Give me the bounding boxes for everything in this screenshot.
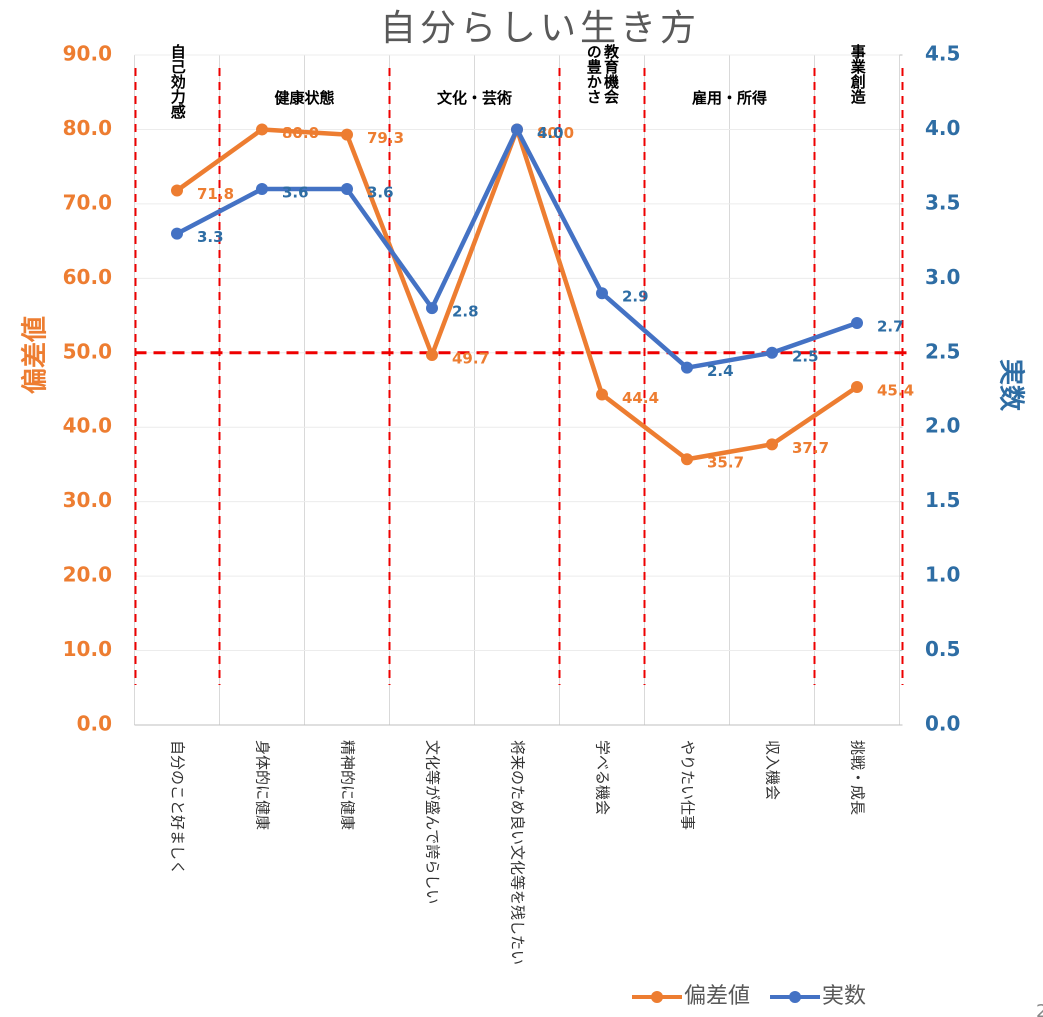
y2-axis-title: 実数 bbox=[996, 359, 1027, 412]
chart-title: 自分らしい生き方 bbox=[380, 8, 700, 49]
data-label: 3.6 bbox=[367, 184, 394, 202]
data-point bbox=[426, 302, 438, 315]
y-tick-label: 0.0 bbox=[77, 712, 112, 736]
data-label: 45.4 bbox=[877, 382, 914, 400]
y-tick-label: 20.0 bbox=[63, 563, 112, 587]
group-label: 事業創造 bbox=[848, 44, 867, 104]
data-point bbox=[766, 346, 778, 359]
data-label: 79.3 bbox=[367, 129, 404, 147]
data-point bbox=[766, 438, 778, 451]
data-point bbox=[681, 361, 693, 374]
data-point bbox=[596, 388, 608, 401]
data-point bbox=[256, 123, 268, 136]
data-label: 2.8 bbox=[452, 303, 479, 321]
data-point bbox=[171, 184, 183, 197]
data-point bbox=[171, 227, 183, 240]
legend-label: 実数 bbox=[822, 984, 866, 1009]
data-label: 80.0 bbox=[282, 124, 319, 142]
y-tick-label: 30.0 bbox=[63, 488, 112, 512]
data-label: 3.6 bbox=[282, 184, 309, 202]
data-label: 3.3 bbox=[197, 228, 224, 246]
group-label: 教育機会の豊かさ bbox=[584, 44, 620, 104]
y-tick-label: 90.0 bbox=[63, 42, 112, 66]
data-point bbox=[851, 317, 863, 329]
legend-marker bbox=[651, 991, 663, 1003]
x-tick-label: 収入機会 bbox=[764, 740, 782, 800]
x-tick-label: 自分のこと好ましく bbox=[169, 740, 187, 875]
y-tick-label: 80.0 bbox=[63, 116, 112, 140]
legend-marker bbox=[789, 991, 802, 1003]
x-tick-label: 将来のため良い文化等を残したい bbox=[509, 740, 527, 965]
y-tick-label: 40.0 bbox=[63, 414, 112, 438]
data-point bbox=[681, 453, 693, 466]
y2-tick-label: 3.5 bbox=[925, 190, 960, 214]
data-label: 71.8 bbox=[197, 185, 234, 203]
y2-tick-label: 2.5 bbox=[925, 339, 960, 363]
data-label: 44.4 bbox=[622, 389, 659, 407]
data-label: 49.7 bbox=[452, 350, 489, 368]
y2-tick-label: 3.0 bbox=[925, 265, 960, 289]
x-tick-label: 挑戦・成長 bbox=[849, 740, 867, 815]
y2-tick-label: 1.0 bbox=[925, 563, 960, 587]
group-label: 自己効力感 bbox=[168, 44, 187, 119]
data-point bbox=[426, 349, 438, 362]
group-label: 文化・芸術 bbox=[437, 89, 513, 107]
x-tick-label: 精神的に健康 bbox=[339, 740, 357, 830]
group-label: 健康状態 bbox=[274, 89, 335, 107]
data-label: 2.7 bbox=[877, 318, 904, 336]
y2-tick-label: 0.0 bbox=[925, 712, 960, 736]
series-line bbox=[175, 127, 859, 462]
y-axis-title: 偏差値 bbox=[20, 316, 51, 394]
y2-tick-label: 1.5 bbox=[925, 488, 960, 512]
y2-tick-label: 4.0 bbox=[925, 116, 960, 140]
y-tick-label: 50.0 bbox=[63, 339, 112, 363]
data-point bbox=[596, 287, 608, 300]
x-tick-label: 文化等が盛んで誇らしい bbox=[424, 740, 442, 904]
data-label: 4.0 bbox=[537, 124, 564, 142]
data-label: 2.9 bbox=[622, 288, 649, 306]
data-point bbox=[341, 128, 353, 141]
data-label: 2.5 bbox=[792, 347, 819, 365]
x-tick-label: やりたい仕事 bbox=[679, 740, 697, 830]
y2-tick-label: 2.0 bbox=[925, 414, 960, 438]
group-label: 雇用・所得 bbox=[692, 89, 768, 107]
data-label: 35.7 bbox=[707, 454, 744, 472]
data-point bbox=[851, 381, 863, 394]
data-point bbox=[256, 183, 268, 195]
x-tick-label: 身体的に健康 bbox=[254, 740, 272, 830]
series-line bbox=[175, 127, 858, 370]
data-label: 37.7 bbox=[792, 439, 829, 457]
y-tick-label: 60.0 bbox=[63, 265, 112, 289]
data-label: 80.0 bbox=[537, 124, 574, 142]
data-point bbox=[341, 183, 353, 195]
y2-tick-label: 4.5 bbox=[925, 42, 960, 66]
x-tick-label: 学べる機会 bbox=[594, 740, 612, 815]
data-point bbox=[511, 123, 523, 136]
y2-tick-label: 0.5 bbox=[925, 637, 960, 661]
data-label: 2.4 bbox=[707, 362, 734, 380]
y-tick-label: 10.0 bbox=[63, 637, 112, 661]
y-tick-label: 70.0 bbox=[63, 190, 112, 214]
page-number: 2 bbox=[1036, 1001, 1043, 1017]
legend-label: 偏差値 bbox=[684, 984, 750, 1009]
